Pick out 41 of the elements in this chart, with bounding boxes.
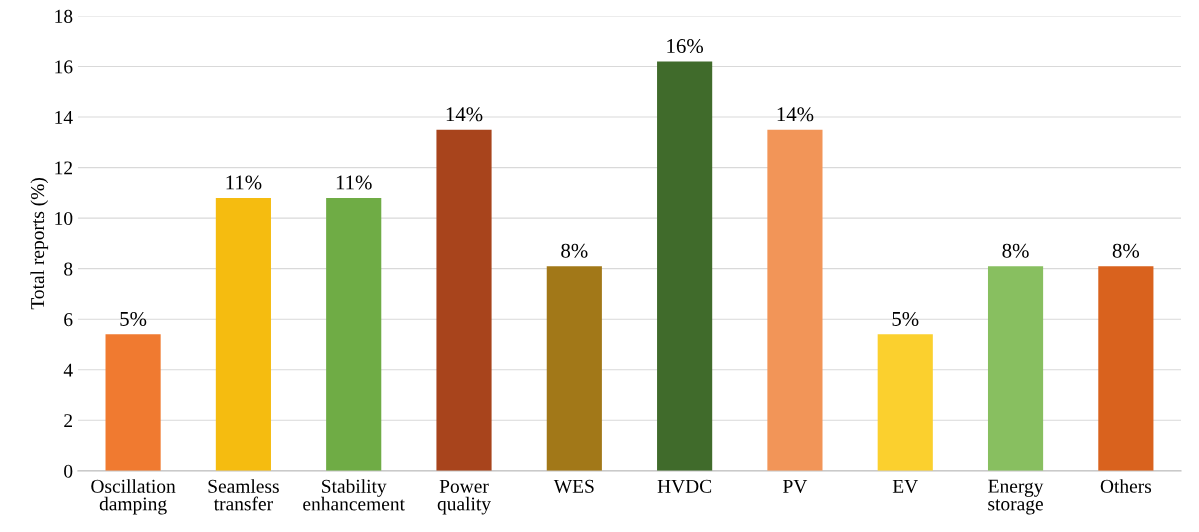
y-tick-label: 2 xyxy=(64,414,72,428)
x-tick-label: Oscillation damping xyxy=(91,479,176,515)
y-tick-label: 8 xyxy=(64,262,73,276)
data-label: 14% xyxy=(446,107,483,122)
x-tick-label: EV xyxy=(892,479,918,493)
bar xyxy=(877,334,933,471)
data-label: 8% xyxy=(1112,243,1140,258)
y-tick-label: 0 xyxy=(64,464,73,478)
x-tick-label: HVDC xyxy=(657,479,712,493)
data-label: 11% xyxy=(226,175,262,190)
bar xyxy=(215,197,271,471)
y-tick-label: 16 xyxy=(55,60,73,74)
y-tick-label: 4 xyxy=(63,363,73,377)
x-tick-label: Power quality xyxy=(437,479,491,515)
bar xyxy=(1098,266,1154,471)
x-tick-label: Energy storage xyxy=(988,479,1044,515)
data-label: 8% xyxy=(1002,243,1029,258)
x-tick-label: Others xyxy=(1100,479,1152,493)
bar xyxy=(436,129,492,471)
data-label: 8% xyxy=(561,243,588,258)
x-tick-label: Seamless transfer xyxy=(208,479,279,511)
x-tick-label: WES xyxy=(553,479,594,493)
y-tick-label: 14 xyxy=(55,110,73,124)
data-label: 5% xyxy=(120,311,147,327)
bar xyxy=(657,61,713,471)
bar xyxy=(767,129,823,471)
bar xyxy=(105,334,161,471)
data-label: 16% xyxy=(667,38,704,54)
data-label: 14% xyxy=(777,107,814,122)
data-label: 5% xyxy=(892,311,919,327)
x-tick-label: PV xyxy=(783,479,808,493)
y-tick-label: 18 xyxy=(55,9,73,23)
y-axis-title: Total reports (%) xyxy=(30,177,49,310)
y-tick-label: 12 xyxy=(55,161,72,175)
y-tick-label: 6 xyxy=(64,313,73,327)
bar xyxy=(987,266,1044,471)
bar xyxy=(326,197,382,471)
data-label: 11% xyxy=(336,175,372,190)
y-tick-label: 10 xyxy=(55,211,73,226)
x-tick-label: Stability enhancement xyxy=(303,479,405,511)
bar xyxy=(546,266,602,471)
